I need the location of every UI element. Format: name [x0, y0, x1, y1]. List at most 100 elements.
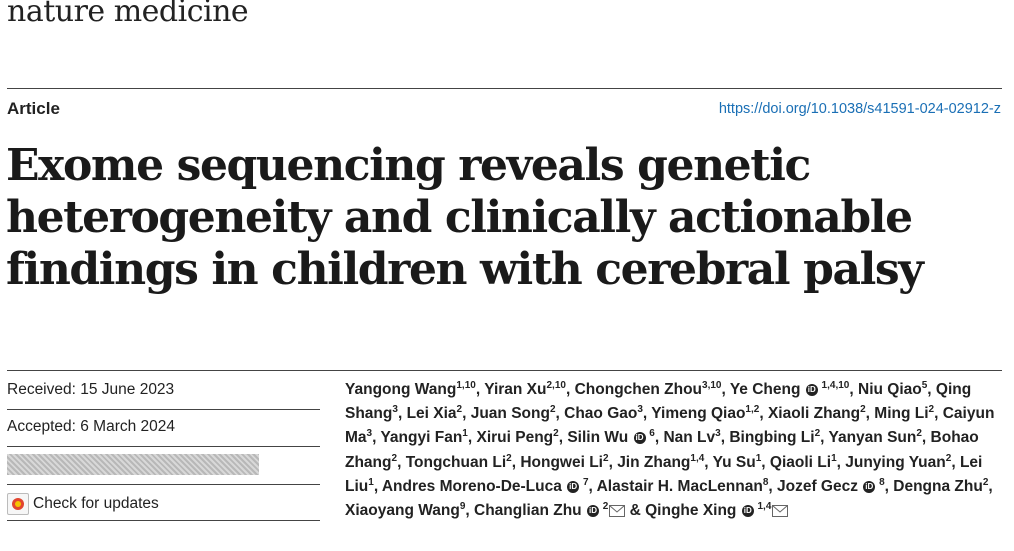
author[interactable]: Yu Su1 — [713, 453, 762, 471]
author[interactable]: Nan Lv3 — [663, 429, 720, 447]
check-updates-label: Check for updates — [33, 495, 159, 512]
author-name: Lei Xia — [406, 405, 457, 423]
author[interactable]: Jozef Gecz iD 8 — [777, 477, 885, 495]
author[interactable]: Xirui Peng2 — [476, 429, 558, 447]
author-name: Jozef Gecz — [777, 477, 858, 495]
orcid-icon[interactable]: iD — [741, 504, 754, 517]
author-affiliation: 2 — [982, 476, 989, 488]
author-affiliation: 6 — [646, 428, 655, 440]
author-name: Yangyi Fan — [380, 429, 463, 447]
author-affiliation: 2 — [916, 428, 922, 440]
author-affiliation: 3 — [392, 404, 398, 416]
author[interactable]: Yanyan Sun2 — [828, 428, 922, 447]
author-affiliation: 1,4 — [690, 452, 705, 464]
author[interactable]: Bingbing Li2 — [729, 429, 820, 447]
author-affiliation: 3 — [637, 404, 643, 416]
author-name: Alastair H. MacLennan — [596, 477, 763, 495]
orcid-icon[interactable]: iD — [863, 480, 876, 493]
author-affiliation: 2 — [456, 404, 463, 416]
author-name: Lei Liu — [345, 453, 983, 495]
author-affiliation: 1 — [462, 428, 468, 440]
check-for-updates[interactable]: Check for updates — [7, 493, 159, 515]
author[interactable]: Yangong Wang1,10 — [345, 380, 476, 398]
author[interactable]: Changlian Zhu iD 2 — [474, 501, 626, 520]
author-name: Ye Cheng — [729, 381, 801, 398]
author-name: Qiaoli Li — [769, 453, 832, 471]
author[interactable]: Silin Wu iD 6 — [567, 428, 655, 447]
email-icon[interactable] — [772, 504, 789, 517]
author-affiliation: 7 — [580, 476, 589, 488]
author-name: Hongwei Li — [520, 453, 603, 471]
author-name: Juan Song — [470, 405, 550, 423]
doi-link[interactable]: https://doi.org/10.1038/s41591-024-02912… — [718, 101, 1001, 117]
author-name: Caiyun Ma — [345, 405, 995, 447]
author-name: Andres Moreno-De-Luca — [381, 477, 562, 495]
author-affiliation: 1,4 — [754, 500, 772, 512]
author[interactable]: Yiran Xu2,10 — [484, 379, 566, 398]
author-name: Silin Wu — [567, 429, 629, 447]
author[interactable]: Qiaoli Li1 — [769, 452, 837, 471]
author-name: Jin Zhang — [617, 453, 691, 471]
author[interactable]: Juan Song2 — [470, 404, 556, 423]
author[interactable]: Hongwei Li2 — [520, 452, 609, 471]
author[interactable]: Dengna Zhu2 — [893, 476, 989, 495]
author-name: Dengna Zhu — [893, 477, 983, 495]
author-affiliation: 1 — [368, 476, 374, 488]
author-name: Changlian Zhu — [474, 502, 582, 520]
author[interactable]: Qinghe Xing iD 1,4 — [645, 500, 789, 520]
author[interactable]: Jin Zhang1,4 — [617, 452, 705, 471]
author[interactable]: Chao Gao3 — [564, 404, 643, 423]
author[interactable]: Lei Xia2 — [406, 404, 463, 423]
journal-name: nature medicine — [7, 0, 249, 29]
author[interactable]: Niu Qiao5 — [858, 380, 927, 398]
author[interactable]: Ye Cheng iD 1,4,10 — [729, 379, 850, 398]
email-icon[interactable] — [609, 504, 626, 517]
author-affiliation: 3 — [366, 428, 373, 440]
author-affiliation: 2 — [945, 452, 952, 464]
author[interactable]: Bohao Zhang2 — [345, 429, 979, 470]
author-affiliation: 2 — [603, 452, 609, 464]
author-affiliation: 2,10 — [546, 379, 566, 391]
orcid-icon[interactable]: iD — [633, 432, 646, 445]
meta-rule — [7, 370, 1002, 371]
author[interactable]: Andres Moreno-De-Luca iD 7 — [381, 476, 589, 495]
author-affiliation: 2 — [928, 404, 935, 416]
author[interactable]: Tongchuan Li2 — [405, 452, 512, 471]
article-type: Article — [7, 99, 60, 118]
author-name: Tongchuan Li — [405, 453, 507, 471]
author-affiliation: 1,2 — [745, 404, 760, 416]
accepted-date: Accepted: 6 March 2024 — [7, 418, 176, 435]
orcid-icon[interactable]: iD — [567, 480, 580, 493]
header-rule — [7, 88, 1002, 89]
author-affiliation: 2 — [549, 404, 556, 416]
author[interactable]: Xiaoyang Wang9 — [345, 500, 466, 519]
author-affiliation: 3,10 — [702, 379, 722, 391]
author[interactable]: Ming Li2 — [874, 404, 935, 423]
author[interactable]: Xiaoli Zhang2 — [768, 405, 866, 423]
orcid-icon[interactable]: iD — [805, 383, 818, 396]
author[interactable]: Junying Yuan2 — [845, 452, 952, 471]
author[interactable]: Qing Shang3 — [345, 381, 971, 422]
author-affiliation: 8 — [762, 476, 769, 488]
author-name: Niu Qiao — [858, 381, 922, 398]
author-name: Chongchen Zhou — [574, 381, 703, 398]
author[interactable]: Lei Liu1 — [345, 454, 982, 495]
author-affiliation: 9 — [459, 500, 466, 512]
author[interactable]: Caiyun Ma3 — [345, 405, 994, 446]
orcid-icon[interactable]: iD — [586, 504, 599, 517]
date-divider — [7, 409, 320, 410]
author-affiliation: 2 — [506, 452, 512, 464]
author-name: Yiran Xu — [484, 381, 547, 398]
author-name: Chao Gao — [564, 405, 638, 423]
author-affiliation: 2 — [391, 452, 398, 464]
author-affiliation: 1 — [831, 452, 837, 464]
redacted-text — [7, 454, 259, 475]
author-name: Junying Yuan — [845, 453, 946, 471]
author-affiliation: 1,4,10 — [818, 379, 850, 391]
author-name: Qinghe Xing — [645, 502, 737, 520]
date-divider — [7, 446, 320, 447]
author[interactable]: Alastair H. MacLennan8 — [596, 476, 769, 495]
author[interactable]: Yangyi Fan1 — [380, 428, 468, 447]
author[interactable]: Yimeng Qiao1,2 — [651, 404, 760, 423]
author[interactable]: Chongchen Zhou3,10 — [574, 379, 722, 398]
